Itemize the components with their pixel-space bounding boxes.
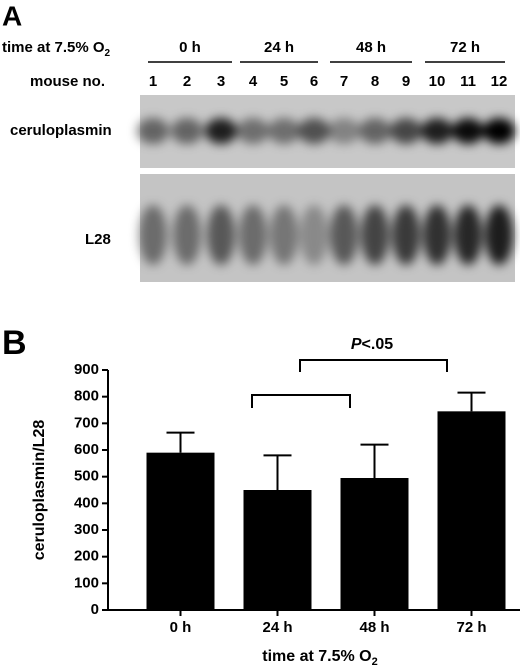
y-tick-label: 700 (74, 414, 99, 431)
mouse-number: 6 (310, 73, 318, 90)
band (485, 205, 513, 265)
bracket (251, 394, 351, 408)
band (171, 118, 203, 144)
bracket (299, 359, 448, 372)
mouse-number: 4 (249, 73, 258, 90)
y-axis-label: ceruloplasmin/L28 (31, 420, 48, 561)
mouse-number: 10 (429, 73, 446, 90)
y-tick-label: 400 (74, 494, 99, 511)
significance-text: <.05 (362, 336, 394, 353)
mouse-number: 11 (460, 73, 476, 90)
band (173, 205, 201, 265)
x-tick-label: 0 h (170, 619, 192, 636)
bar (340, 478, 409, 610)
panel-label: A (2, 0, 22, 31)
mouse-number: 8 (371, 73, 379, 90)
y-tick-label: 200 (74, 548, 99, 565)
y-tick-label: 600 (74, 441, 99, 458)
bar (146, 452, 215, 610)
x-axis-label-sub: 2 (372, 656, 378, 668)
band (454, 205, 482, 265)
y-tick-label: 0 (91, 601, 99, 618)
band (328, 118, 360, 144)
y-tick-label: 800 (74, 388, 99, 405)
band (268, 118, 300, 144)
row-label: L28 (85, 231, 111, 248)
band (359, 118, 391, 144)
band (483, 118, 515, 144)
x-tick-label: 48 h (359, 619, 389, 636)
time-label-sub: 2 (105, 48, 111, 59)
band (139, 205, 167, 265)
mouse-number: 1 (149, 73, 157, 90)
band (300, 205, 328, 265)
group-label: 0 h (179, 39, 201, 56)
mouse-number: 3 (217, 73, 225, 90)
mouse-number: 9 (402, 73, 410, 90)
mouse-number: 2 (183, 73, 191, 90)
time-label-text: time at 7.5% O (2, 39, 105, 56)
band (423, 205, 451, 265)
band (270, 205, 298, 265)
x-tick-label: 72 h (456, 619, 486, 636)
band (237, 118, 269, 144)
y-tick-label: 300 (74, 521, 99, 538)
band (421, 118, 453, 144)
x-axis-label: time at 7.5% O2 (262, 648, 378, 668)
time-label: time at 7.5% O2 (2, 39, 111, 59)
mouse-label: mouse no. (30, 73, 105, 90)
x-tick-label: 24 h (262, 619, 292, 636)
panel-label: B (2, 324, 27, 362)
bar (243, 490, 312, 610)
band (207, 205, 235, 265)
bar (437, 411, 506, 610)
band (452, 118, 484, 144)
mouse-number: 5 (280, 73, 288, 90)
band (137, 118, 169, 144)
y-tick-label: 100 (74, 574, 99, 591)
band (390, 118, 422, 144)
significance-label: P<.05 (351, 336, 393, 353)
row-label: ceruloplasmin (10, 122, 112, 139)
significance-italic: P (351, 336, 362, 353)
x-axis-label-text: time at 7.5% O (262, 648, 371, 665)
blot-bands (137, 118, 515, 265)
band (361, 205, 389, 265)
group-label: 24 h (264, 39, 294, 56)
band (205, 118, 237, 144)
band (298, 118, 330, 144)
band (330, 205, 358, 265)
mouse-number: 12 (491, 73, 508, 90)
group-label: 48 h (356, 39, 386, 56)
y-tick-label: 900 (74, 361, 99, 378)
y-tick-label: 500 (74, 468, 99, 485)
mouse-number: 7 (340, 73, 348, 90)
band (239, 205, 267, 265)
band (392, 205, 420, 265)
group-label: 72 h (450, 39, 480, 56)
